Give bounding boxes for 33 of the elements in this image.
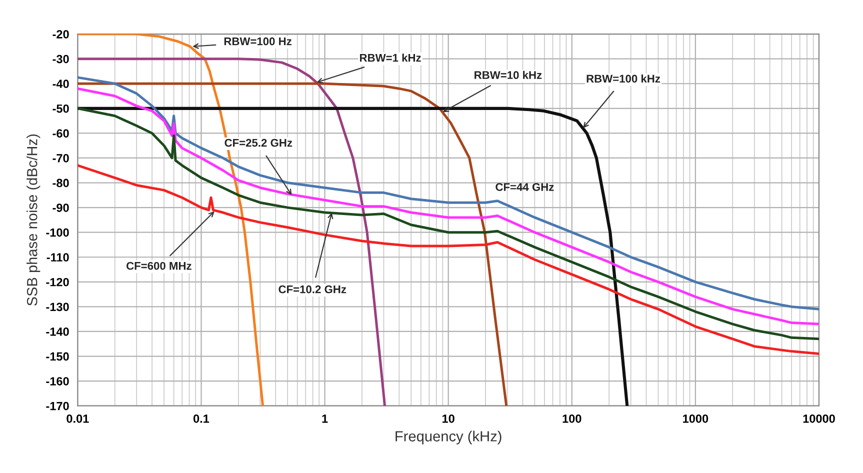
- y-tick-label: -130: [46, 302, 69, 312]
- x-tick-label: 0.1: [193, 414, 210, 423]
- y-tick-label: -150: [46, 352, 69, 361]
- y-tick-label: -30: [52, 54, 69, 64]
- y-tick-label: -20: [52, 30, 69, 38]
- annotation: RBW=100 Hz: [224, 37, 292, 46]
- y-tick-label: -40: [52, 80, 69, 88]
- x-tick-label: 10: [442, 414, 454, 423]
- y-tick-label: -60: [52, 129, 69, 138]
- annotation: RBW=10 kHz: [474, 70, 542, 79]
- y-tick-label: -140: [46, 328, 69, 336]
- annotation: RBW=100 kHz: [586, 74, 660, 83]
- y-tick-label: -110: [46, 253, 69, 262]
- x-tick-label: 100: [562, 414, 582, 423]
- x-axis-title: Frequency (kHz): [396, 430, 502, 444]
- annotation: CF=25.2 GHz: [224, 138, 292, 147]
- annotation: RBW=1 kHz: [360, 54, 421, 62]
- annotation: CF=10.2 GHz: [278, 285, 346, 294]
- x-tick-label: 10000: [803, 414, 835, 423]
- annotation: CF=600 MHz: [126, 262, 192, 270]
- y-axis-title: SSB phase noise (dBc/Hz): [26, 134, 40, 306]
- series-label: CF=44 GHz: [496, 183, 554, 191]
- y-tick-label: -160: [46, 377, 69, 386]
- y-tick-label: -70: [52, 154, 69, 162]
- x-tick-label: 1000: [683, 414, 708, 423]
- x-tick-label: 1: [322, 414, 328, 423]
- y-tick-label: -120: [46, 278, 69, 286]
- y-tick-label: -100: [46, 228, 69, 237]
- y-tick-label: -80: [52, 178, 69, 188]
- y-tick-label: -170: [46, 402, 69, 410]
- y-tick-label: -50: [52, 104, 69, 113]
- x-tick-label: 0.01: [66, 414, 89, 423]
- y-tick-label: -90: [52, 204, 69, 212]
